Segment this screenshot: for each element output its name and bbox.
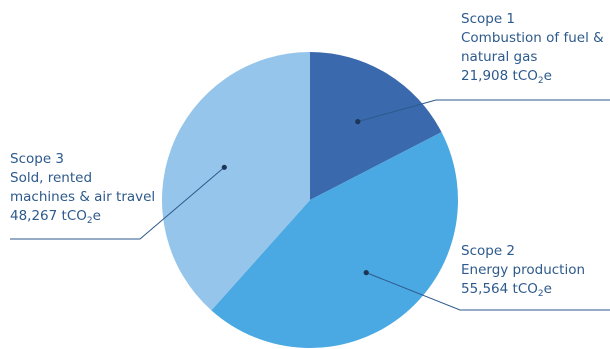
slice-desc-scope-1: Combustion of fuel & xyxy=(461,30,604,46)
slice-value-scope-3: 48,267 tCO2e xyxy=(10,208,101,226)
slice-value-scope-2: 55,564 tCO2e xyxy=(461,281,552,299)
leader-line-scope-3 xyxy=(10,166,225,240)
leader-line-scope-2 xyxy=(366,272,610,311)
pie-slice-scope-3 xyxy=(161,51,310,311)
slice-desc-scope-3: Sold, rented xyxy=(10,170,92,186)
slice-label-scope-2: Scope 2 xyxy=(461,243,515,259)
slice-desc-scope-2: Energy production xyxy=(461,262,585,278)
slice-label-scope-1: Scope 1 xyxy=(461,11,515,27)
slice-desc-scope-1: natural gas xyxy=(461,49,537,65)
leader-line-scope-1 xyxy=(357,99,610,123)
marker-dot-scope-1 xyxy=(355,119,361,125)
slice-label-scope-3: Scope 3 xyxy=(10,151,64,167)
slice-desc-scope-3: machines & air travel xyxy=(10,189,155,205)
marker-dot-scope-2 xyxy=(363,270,369,276)
slice-value-scope-1: 21,908 tCO2e xyxy=(461,68,552,86)
marker-dot-scope-3 xyxy=(221,164,227,170)
pie-slice-scope-2 xyxy=(211,132,458,348)
pie-slice-scope-1 xyxy=(310,52,442,200)
